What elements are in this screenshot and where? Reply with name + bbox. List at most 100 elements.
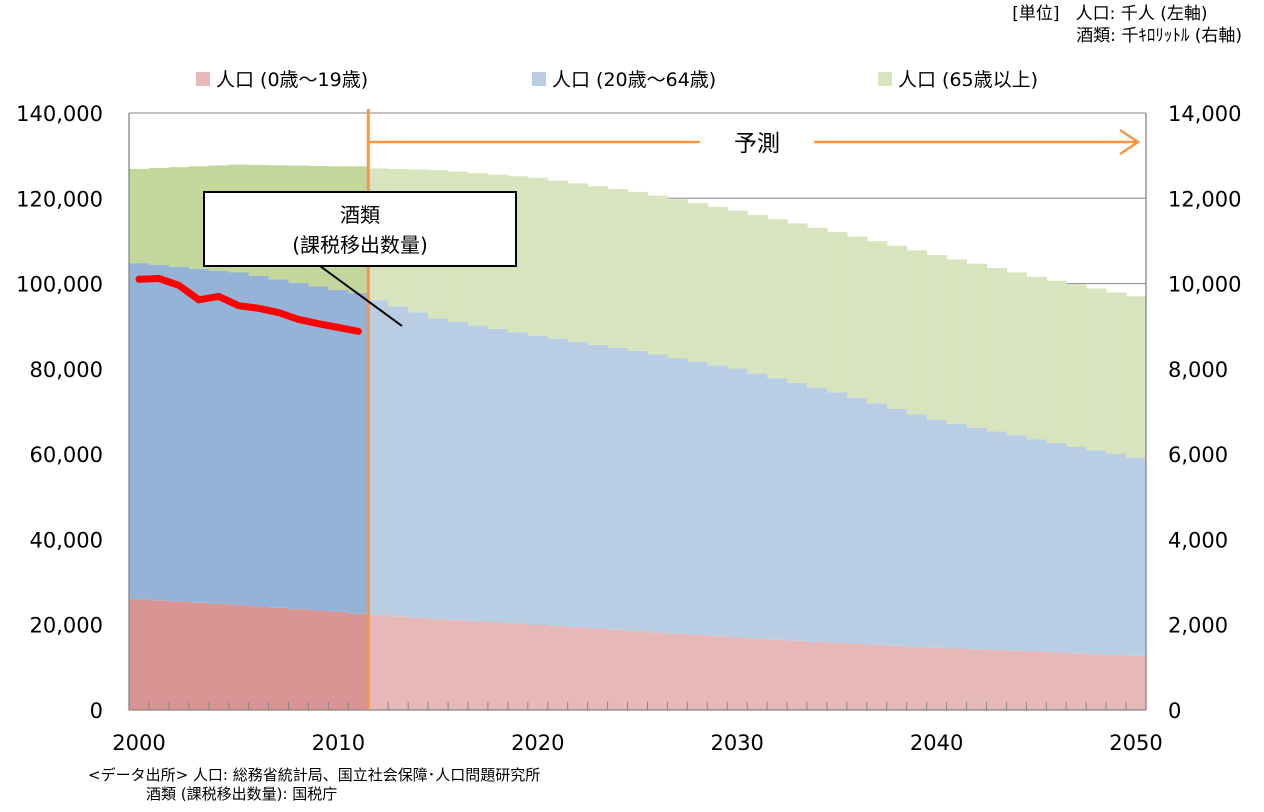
bar-youth-2017 (468, 621, 489, 710)
bar-youth-2020 (527, 624, 549, 710)
bar-elderly-2025 (627, 191, 649, 351)
axes (128, 112, 1147, 711)
bar-youth-2021 (547, 625, 569, 710)
bar-youth-2014 (408, 617, 429, 710)
legend-swatch (196, 72, 210, 86)
x-tick-label: 2050 (1109, 731, 1162, 755)
bar-youth-2044 (1006, 650, 1027, 710)
bar-elderly-2027 (667, 199, 688, 359)
bar-youth-2000 (129, 599, 150, 710)
bar-working-2002 (168, 266, 190, 602)
bar-working-2023 (587, 344, 609, 629)
bar-youth-2026 (647, 632, 669, 710)
bar-youth-2022 (567, 627, 589, 710)
bar-youth-2012 (368, 614, 389, 710)
callout-label-line2: (課税移出数量) (292, 233, 428, 257)
bar-working-2044 (1006, 435, 1027, 651)
right-tick-label: 0 (1168, 699, 1181, 723)
bar-elderly-2038 (886, 245, 908, 409)
bar-working-2012 (368, 300, 389, 615)
bar-youth-2008 (288, 609, 310, 710)
bar-working-2034 (807, 387, 828, 642)
legend: 人口 (0歳～19歳) 人口 (20歳～64歳) 人口 (65歳以上) (196, 69, 1038, 91)
bar-elderly-2033 (787, 223, 808, 383)
bar-working-2003 (188, 268, 210, 603)
bar-elderly-2000 (129, 168, 150, 264)
bar-working-2038 (886, 408, 908, 646)
bar-working-2036 (846, 397, 868, 644)
x-tick-label: 2010 (312, 731, 365, 755)
bar-youth-2004 (208, 603, 230, 710)
bar-elderly-2040 (926, 255, 948, 421)
bar-elderly-2037 (866, 241, 888, 404)
bar-youth-2027 (667, 633, 688, 710)
bar-youth-2018 (487, 622, 509, 710)
bar-elderly-2020 (527, 177, 549, 336)
bar-youth-2019 (507, 623, 529, 710)
bar-working-2045 (1026, 439, 1047, 652)
x-axis-labels: 2000 2010 2020 2030 2040 2050 (112, 731, 1163, 755)
bar-elderly-2050 (1126, 296, 1147, 458)
bar-youth-2034 (807, 641, 828, 710)
bar-working-2043 (986, 431, 1008, 651)
projection-label: 予測 (734, 131, 780, 157)
bar-elderly-2035 (826, 231, 848, 393)
x-tick-label: 2020 (511, 731, 564, 755)
bar-youth-2003 (188, 602, 210, 710)
bar-youth-2035 (826, 643, 848, 710)
bar-working-2046 (1046, 442, 1067, 653)
bar-elderly-2046 (1046, 280, 1067, 443)
bar-youth-2033 (787, 640, 808, 710)
bar-working-2048 (1086, 450, 1107, 655)
bar-youth-2023 (587, 628, 609, 710)
right-tick-label: 10,000 (1168, 273, 1241, 297)
bar-youth-2038 (886, 645, 908, 710)
left-tick-label: 40,000 (30, 528, 103, 552)
bar-elderly-2036 (846, 236, 868, 398)
bar-youth-2016 (448, 620, 469, 710)
bar-youth-2025 (627, 631, 649, 710)
bar-working-2033 (787, 382, 808, 641)
bar-elderly-2022 (567, 183, 589, 342)
bar-elderly-2026 (647, 195, 669, 355)
bar-youth-2010 (328, 611, 349, 710)
bar-youth-2001 (148, 600, 170, 710)
bar-youth-2036 (846, 643, 868, 710)
bar-working-2019 (507, 332, 529, 624)
unit-bracket-label: [単位] (1012, 4, 1060, 24)
bar-youth-2043 (986, 650, 1008, 710)
bar-working-2009 (308, 286, 330, 611)
left-tick-label: 0 (90, 699, 103, 723)
bar-youth-2011 (348, 613, 369, 710)
legend-label: 人口 (20歳～64歳) (552, 69, 716, 91)
bar-elderly-2045 (1026, 276, 1047, 440)
bar-working-2013 (388, 306, 409, 617)
bar-youth-2032 (767, 639, 788, 710)
right-tick-label: 6,000 (1168, 443, 1228, 467)
bar-working-2031 (747, 373, 768, 639)
bar-youth-2040 (926, 647, 948, 710)
bar-youth-2045 (1026, 651, 1047, 710)
bar-youth-2050 (1126, 655, 1147, 710)
bar-youth-2048 (1086, 654, 1107, 710)
bar-working-2014 (408, 312, 429, 618)
callout-label-line1: 酒類 (340, 203, 380, 227)
bar-working-2008 (288, 282, 310, 610)
projection-arrowhead (1119, 128, 1141, 156)
bar-elderly-2024 (607, 189, 629, 348)
bar-working-2021 (547, 338, 569, 626)
bar-working-2026 (647, 354, 669, 633)
bar-elderly-2042 (966, 263, 988, 428)
left-tick-label: 120,000 (16, 187, 103, 211)
bar-working-2011 (348, 292, 369, 614)
bar-working-2037 (866, 403, 888, 645)
right-axis-labels: 0 2,000 4,000 6,000 8,000 10,000 12,000 14,000 (1168, 102, 1241, 723)
bar-working-2032 (767, 378, 788, 640)
legend-label: 人口 (65歳以上) (898, 69, 1038, 91)
bar-youth-2042 (966, 649, 988, 710)
right-tick-label: 8,000 (1168, 358, 1228, 382)
bar-youth-2006 (248, 606, 270, 710)
bar-elderly-2023 (587, 186, 609, 345)
bar-working-2039 (906, 414, 928, 647)
bar-youth-2039 (906, 646, 928, 710)
